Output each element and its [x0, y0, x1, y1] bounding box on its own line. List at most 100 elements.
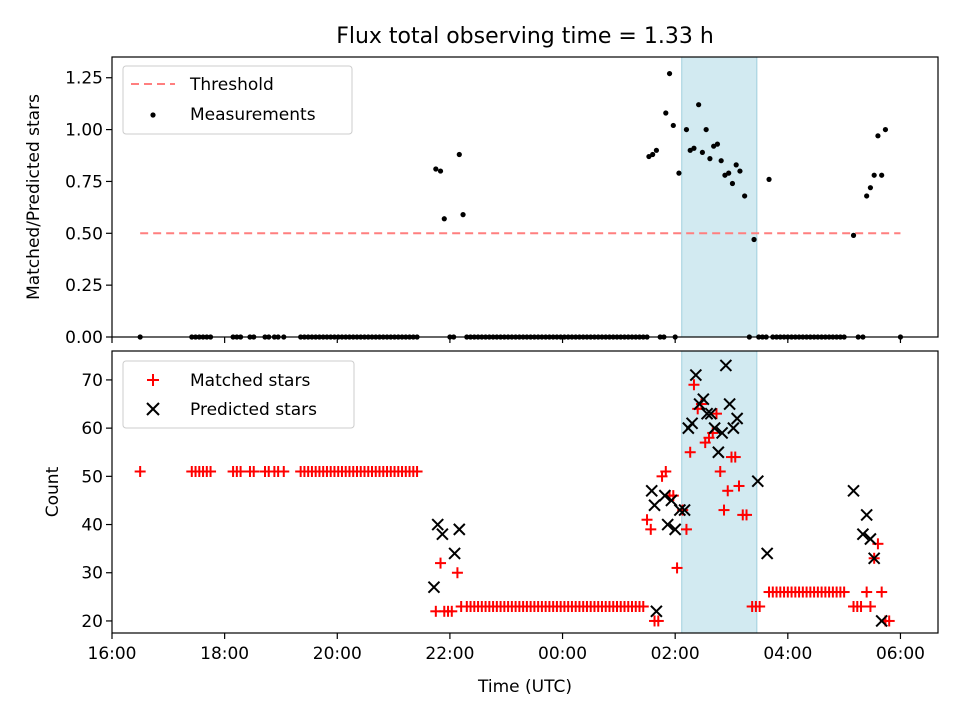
predicted-star-marker — [700, 407, 714, 420]
y-tick-label: 50 — [81, 467, 103, 487]
y-tick-label: 0.50 — [65, 224, 103, 244]
matched-star-marker — [729, 451, 741, 463]
predicted-star-marker — [856, 527, 870, 541]
measurement-point — [699, 149, 706, 156]
x-tick-label: 06:00 — [876, 644, 925, 664]
measurement-point — [714, 141, 721, 147]
measurement-point — [670, 122, 676, 129]
predicted-star-marker — [661, 518, 674, 531]
predicted-star-marker — [448, 547, 461, 560]
top-x-ticks — [111, 337, 902, 343]
predicted-star-marker — [453, 523, 466, 536]
legend-predicted-swatch — [146, 402, 160, 416]
x-tick-label: 22:00 — [425, 644, 474, 664]
matched-star-marker — [637, 600, 649, 612]
predicted-star-marker — [867, 552, 881, 565]
matched-star-marker — [451, 567, 463, 579]
legend-threshold-label: Threshold — [189, 75, 274, 95]
x-tick-label: 18:00 — [200, 644, 249, 664]
bottom-y-ticks: 20 30 40 50 60 70 — [81, 371, 112, 632]
y-tick-label: 1.25 — [65, 69, 103, 89]
bottom-x-ticks: 16:00 18:00 20:00 22:00 00:00 02:00 04:00 06:00 — [88, 633, 925, 664]
measurement-point — [875, 133, 881, 139]
y-tick-label: 1.00 — [65, 121, 103, 141]
matched-star-marker — [855, 600, 867, 612]
predicted-star-marker — [727, 421, 740, 435]
matched-star-marker — [722, 485, 734, 497]
predicted-star-marker — [431, 518, 444, 531]
measurement-point — [751, 236, 757, 243]
x-tick-label: 04:00 — [763, 644, 812, 664]
measurement-point — [650, 151, 656, 158]
measurement-point — [882, 126, 889, 133]
matched-star-marker — [235, 466, 247, 478]
predicted-star-marker — [730, 412, 744, 425]
matched-star-marker — [435, 557, 447, 569]
predicted-star-marker — [712, 446, 725, 459]
predicted-star-marker — [875, 614, 888, 628]
matched-star-marker — [688, 379, 700, 391]
measurement-point — [433, 166, 439, 172]
predicted-star-marker — [704, 407, 718, 420]
matched-star-marker — [205, 466, 217, 478]
y-tick-label: 0.75 — [65, 172, 103, 192]
matched-star-marker — [645, 523, 657, 535]
measurement-point — [676, 170, 682, 176]
legend-measurements-label: Measurements — [190, 105, 316, 125]
matched-star-marker — [641, 514, 653, 526]
matched-star-marker — [671, 562, 683, 574]
predicted-star-marker — [719, 359, 733, 372]
measurement-point — [666, 70, 673, 77]
predicted-star-marker — [723, 397, 736, 411]
predicted-star-marker — [650, 605, 663, 618]
x-tick-label: 20:00 — [313, 644, 362, 664]
predicted-star-marker — [668, 523, 682, 536]
legend-matched-swatch — [147, 374, 159, 386]
matched-star-marker — [710, 408, 722, 420]
matched-star-marker — [134, 466, 146, 478]
y-tick-label: 40 — [81, 516, 103, 536]
matched-star-marker — [741, 509, 753, 521]
measurement-point — [441, 216, 447, 222]
predicted-star-marker — [860, 508, 873, 522]
matched-star-marker — [754, 600, 766, 612]
predicted-star-marker — [427, 580, 441, 594]
measurement-point — [460, 212, 466, 218]
measurement-point — [871, 172, 877, 178]
measurement-point — [653, 147, 660, 153]
measurement-point — [703, 126, 709, 133]
y-tick-label: 70 — [81, 371, 103, 391]
x-axis-label: Time (UTC) — [477, 677, 572, 697]
x-tick-label: 00:00 — [538, 644, 587, 664]
y-tick-label: 0.25 — [65, 276, 103, 296]
measurement-point — [742, 193, 748, 199]
x-tick-label: 02:00 — [651, 644, 700, 664]
measurement-point — [718, 158, 724, 164]
measurement-point — [437, 168, 444, 174]
matched-star-marker — [883, 615, 895, 627]
measurement-point — [850, 232, 857, 238]
top-legend-box — [122, 65, 353, 135]
bottom-y-axis-label: Count — [43, 466, 63, 517]
predicted-star-marker — [864, 532, 877, 546]
matched-star-marker — [733, 480, 745, 492]
measurement-point — [707, 156, 713, 162]
predicted-star-marker — [715, 426, 729, 440]
measurement-point — [663, 110, 669, 116]
predicted-star-marker — [645, 484, 658, 498]
legend-measurements-swatch — [150, 112, 156, 118]
predicted-star-marker — [678, 503, 691, 517]
measurement-point — [766, 176, 772, 182]
bottom-legend: Matched stars Predicted stars — [122, 360, 355, 429]
measurement-point — [696, 102, 702, 108]
predicted-star-points — [427, 359, 888, 628]
measurement-point — [733, 162, 739, 168]
matched-star-marker — [714, 466, 726, 478]
measurement-point — [867, 185, 874, 191]
x-tick-label: 16:00 — [88, 644, 137, 664]
predicted-star-marker — [436, 527, 449, 541]
predicted-star-marker — [648, 499, 661, 512]
measurement-point — [683, 126, 690, 133]
legend-matched-label: Matched stars — [190, 371, 310, 391]
